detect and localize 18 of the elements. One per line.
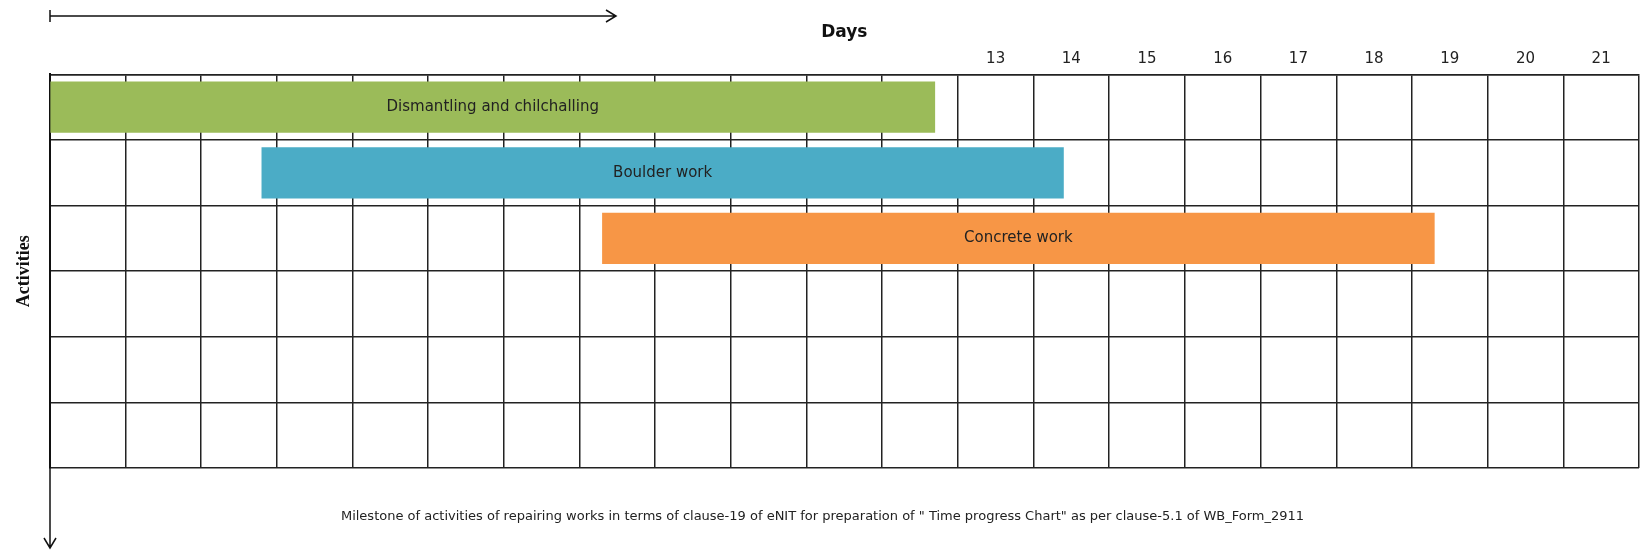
data-label: Dismantling and chilchalling bbox=[386, 97, 599, 116]
x-tick-label: 18 bbox=[1364, 49, 1384, 68]
data-label: Boulder work bbox=[613, 162, 713, 181]
x-tick-label: 19 bbox=[1440, 49, 1460, 68]
bar bbox=[261, 147, 1064, 199]
x-tick-label: 21 bbox=[1591, 49, 1611, 68]
bar bbox=[602, 212, 1435, 264]
data-label: Concrete work bbox=[964, 228, 1074, 247]
x-tick-label: 20 bbox=[1515, 49, 1536, 68]
x-tick-label: 17 bbox=[1288, 49, 1308, 68]
bar bbox=[50, 81, 936, 133]
x-axis-title: Days bbox=[821, 20, 868, 41]
text: Milestone of activities of repairing works in terms of clause-19 of eNIT for preparation of " Time progress Chart" as per clause-5.1 of WB_Form_2911 bbox=[339, 508, 1306, 523]
y-axis-title: Activities bbox=[13, 235, 34, 308]
x-tick-label: 14 bbox=[1061, 49, 1081, 68]
x-tick-label: 15 bbox=[1137, 49, 1157, 68]
x-tick-label: 13 bbox=[986, 49, 1006, 68]
x-tick-label: 16 bbox=[1213, 49, 1233, 68]
